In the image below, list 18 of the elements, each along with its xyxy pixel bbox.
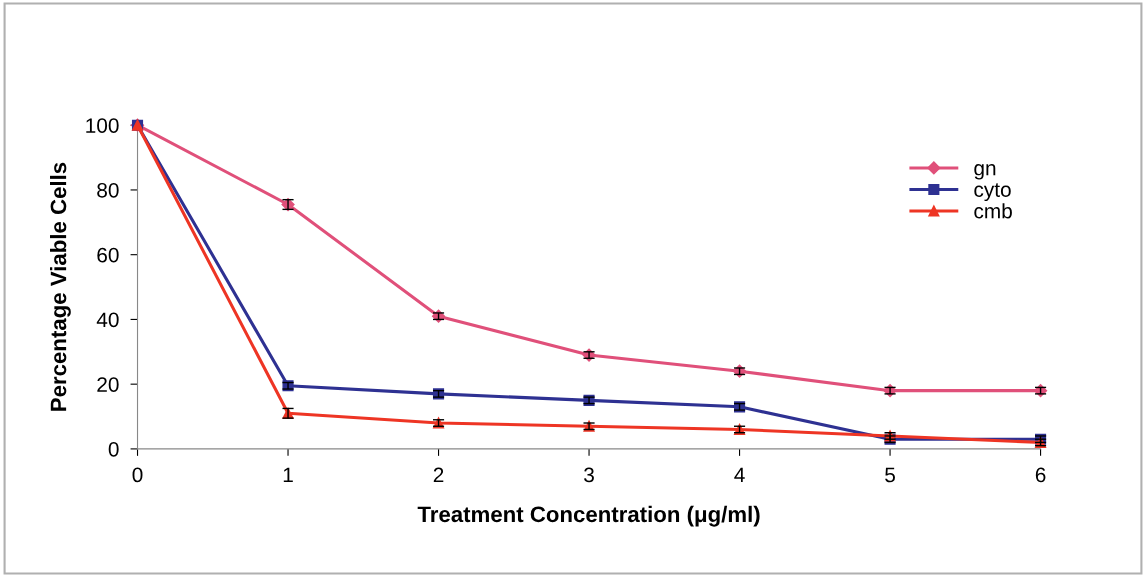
x-tick-label: 6 — [1035, 467, 1046, 483]
x-tick-label: 5 — [885, 467, 895, 483]
x-tick-label: 3 — [584, 467, 594, 483]
legend-label: cyto — [974, 183, 1011, 202]
y-tick-label: 0 — [108, 441, 119, 457]
legend-label: gn — [974, 164, 996, 180]
y-tick-label: 40 — [96, 312, 119, 328]
legend-label: cmb — [974, 203, 1012, 219]
y-tick-label: 80 — [97, 182, 119, 198]
y-tick-label: 100 — [86, 118, 119, 133]
x-tick-label: 2 — [433, 467, 444, 483]
x-tick-label: 4 — [734, 467, 745, 483]
y-axis-title: Percentage Viable Cells — [50, 162, 71, 411]
x-tick-label: 0 — [132, 467, 143, 483]
y-tick-label: 60 — [97, 247, 119, 263]
y-tick-label: 20 — [97, 377, 119, 392]
x-axis-title: Treatment Concentration (μg/ml) — [417, 505, 760, 527]
x-tick-label: 1 — [283, 467, 293, 483]
